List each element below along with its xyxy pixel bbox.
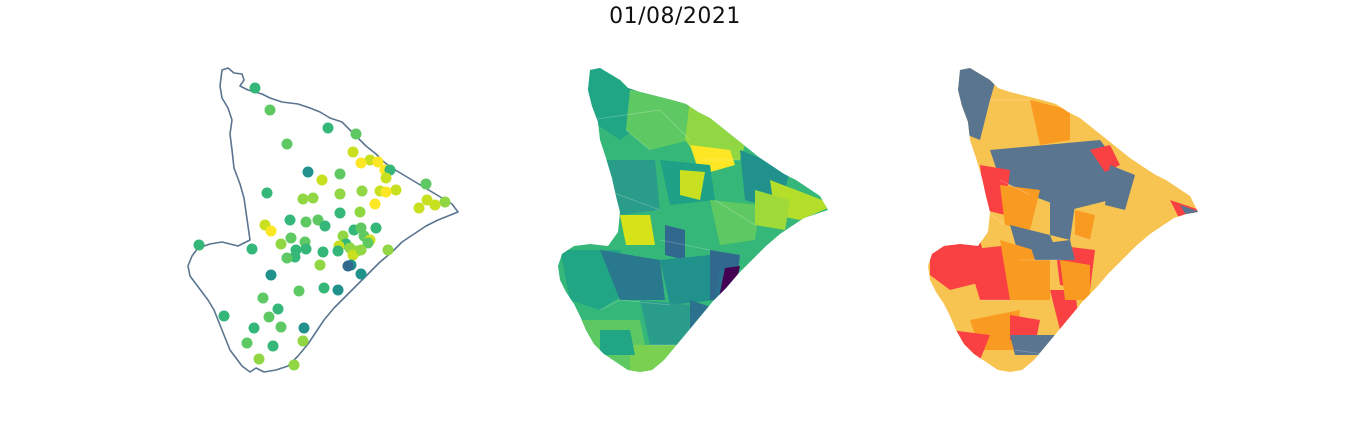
region [1090,145,1120,172]
station-point [302,166,314,178]
station-point [272,303,284,315]
station-point [289,251,301,263]
station-point [307,192,319,204]
region [626,90,690,150]
region [620,215,655,245]
station-point [354,206,366,218]
region [1030,100,1070,145]
station-points [193,82,451,371]
region [630,345,680,372]
region [1060,260,1090,300]
region [600,250,665,300]
station-point [355,157,367,169]
station-point [281,252,293,264]
station-point [380,172,392,184]
station-point [316,174,328,186]
station-point [332,284,344,296]
class-regions [928,68,1198,372]
station-point [413,202,425,214]
region [600,330,635,355]
municipalities-continuous-map [558,68,828,372]
station-point [318,282,330,294]
station-point [390,184,402,196]
station-point [284,214,296,226]
region [680,170,705,200]
station-point [264,104,276,116]
station-point [246,243,258,255]
station-point [421,194,433,206]
region-borders [980,99,1091,356]
station-point [369,198,381,210]
station-point [347,249,359,261]
station-point [372,156,384,168]
station-point [300,216,312,228]
station-point [297,193,309,205]
choropleth-regions [558,68,828,372]
station-point [257,292,269,304]
station-point [267,340,279,352]
station-point [281,138,293,150]
region [1000,185,1040,230]
station-point [382,244,394,256]
station-point [439,196,451,208]
region [665,225,685,260]
station-point [370,222,382,234]
station-point [314,259,326,271]
station-point [298,322,310,334]
region-borders [589,109,756,346]
station-point [355,244,367,256]
station-point [342,260,354,272]
station-point [332,245,344,257]
region [1030,240,1075,260]
region [660,255,715,305]
station-point [297,335,309,347]
station-point [350,128,362,140]
station-point [193,239,205,251]
state-outline [187,67,459,373]
station-point [265,225,277,237]
station-point [362,237,374,249]
region [990,140,1115,210]
station-point [300,243,312,255]
station-point [322,122,334,134]
region [1010,335,1055,355]
region [710,200,760,245]
station-point [288,359,300,371]
region [690,300,720,350]
station-point [356,185,368,197]
station-point [263,311,275,323]
region [755,190,790,230]
station-point [420,178,432,190]
station-point [261,187,273,199]
station-point [319,220,331,232]
region [685,100,750,160]
station-point [241,337,253,349]
figure-title: 01/08/2021 [609,4,741,29]
stations-points-map [187,67,459,373]
station-point [347,146,359,158]
region [1180,205,1198,218]
station-point [380,186,392,198]
station-point [249,82,261,94]
station-point [429,199,441,211]
station-point [355,268,367,280]
station-point [248,322,260,334]
region [1075,210,1095,240]
region [1050,200,1075,240]
station-point [218,310,230,322]
station-point [293,285,305,297]
station-point [334,207,346,219]
region [640,300,695,345]
station-point [317,246,329,258]
station-point [265,269,277,281]
station-point [334,168,346,180]
region [1105,165,1135,210]
station-point [334,188,346,200]
municipalities-class-map [928,68,1198,372]
station-point [275,321,287,333]
station-point [285,232,297,244]
station-point [275,238,287,250]
station-point [253,353,265,365]
